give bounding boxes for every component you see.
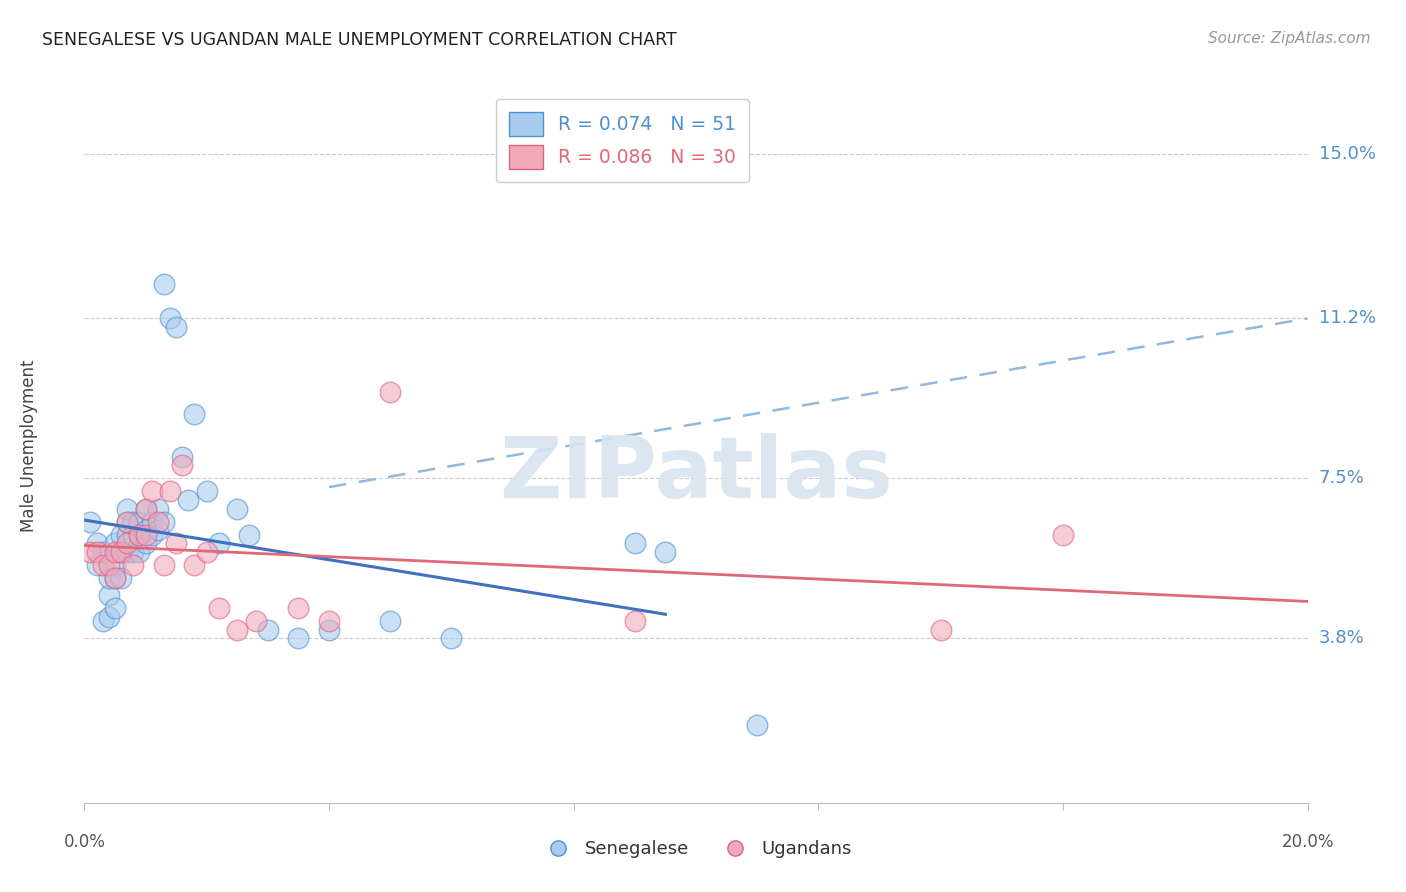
Point — [135, 524, 157, 538]
Point — [287, 601, 309, 615]
Legend: Senegalese, Ugandans: Senegalese, Ugandans — [533, 833, 859, 865]
Point — [153, 277, 176, 291]
Point — [91, 614, 114, 628]
Point — [104, 536, 127, 550]
Point — [135, 501, 157, 516]
Point — [115, 501, 138, 516]
Point — [208, 536, 231, 550]
Point — [122, 515, 145, 529]
Point — [86, 545, 108, 559]
Point — [245, 614, 267, 628]
Point — [380, 384, 402, 399]
Point — [153, 558, 176, 572]
Point — [104, 571, 127, 585]
Point — [208, 601, 231, 615]
Point — [86, 536, 108, 550]
Point — [440, 632, 463, 646]
Point — [238, 527, 260, 541]
Point — [135, 527, 157, 541]
Text: 20.0%: 20.0% — [1281, 833, 1334, 851]
Point — [318, 623, 340, 637]
Point — [159, 311, 181, 326]
Point — [97, 571, 120, 585]
Point — [1052, 527, 1074, 541]
Point — [128, 515, 150, 529]
Point — [183, 558, 205, 572]
Point — [128, 527, 150, 541]
Point — [624, 614, 647, 628]
Text: 15.0%: 15.0% — [1319, 145, 1375, 163]
Point — [172, 450, 194, 464]
Point — [97, 588, 120, 602]
Point — [380, 614, 402, 628]
Text: Male Unemployment: Male Unemployment — [20, 359, 38, 533]
Point — [654, 545, 676, 559]
Point — [122, 545, 145, 559]
Point — [318, 614, 340, 628]
Point — [135, 501, 157, 516]
Point — [195, 484, 218, 499]
Text: Source: ZipAtlas.com: Source: ZipAtlas.com — [1208, 31, 1371, 46]
Point — [226, 623, 249, 637]
Text: 3.8%: 3.8% — [1319, 630, 1364, 648]
Point — [128, 545, 150, 559]
Point — [195, 545, 218, 559]
Point — [97, 558, 120, 572]
Point — [104, 545, 127, 559]
Text: 0.0%: 0.0% — [63, 833, 105, 851]
Point — [79, 515, 101, 529]
Point — [165, 536, 187, 550]
Point — [159, 484, 181, 499]
Point — [177, 493, 200, 508]
Point — [624, 536, 647, 550]
Point — [165, 320, 187, 334]
Point — [128, 527, 150, 541]
Point — [747, 718, 769, 732]
Text: SENEGALESE VS UGANDAN MALE UNEMPLOYMENT CORRELATION CHART: SENEGALESE VS UGANDAN MALE UNEMPLOYMENT … — [42, 31, 676, 49]
Point — [146, 515, 169, 529]
Point — [104, 601, 127, 615]
Point — [86, 558, 108, 572]
Point — [91, 558, 114, 572]
Point — [115, 527, 138, 541]
Point — [97, 610, 120, 624]
Point — [287, 632, 309, 646]
Point — [110, 527, 132, 541]
Text: 11.2%: 11.2% — [1319, 310, 1376, 327]
Point — [115, 515, 138, 529]
Text: ZIPatlas: ZIPatlas — [499, 433, 893, 516]
Point — [172, 458, 194, 473]
Point — [110, 545, 132, 559]
Point — [183, 407, 205, 421]
Point — [79, 545, 101, 559]
Point — [141, 515, 163, 529]
Point — [104, 558, 127, 572]
Point — [153, 515, 176, 529]
Point — [929, 623, 952, 637]
Point — [110, 571, 132, 585]
Point — [146, 524, 169, 538]
Point — [104, 571, 127, 585]
Point — [115, 536, 138, 550]
Point — [257, 623, 280, 637]
Point — [226, 501, 249, 516]
Point — [122, 527, 145, 541]
Text: 7.5%: 7.5% — [1319, 469, 1365, 487]
Point — [122, 558, 145, 572]
Point — [91, 545, 114, 559]
Point — [115, 515, 138, 529]
Point — [135, 536, 157, 550]
Point — [115, 545, 138, 559]
Point — [110, 545, 132, 559]
Point — [146, 501, 169, 516]
Point — [141, 484, 163, 499]
Point — [141, 527, 163, 541]
